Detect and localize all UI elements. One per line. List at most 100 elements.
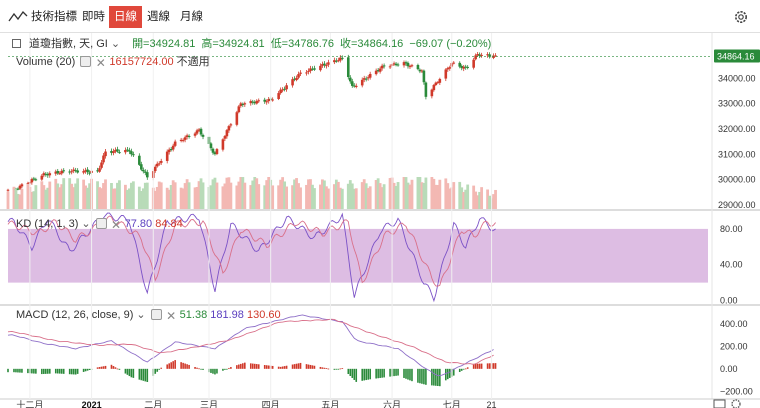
candle-body: [327, 62, 330, 65]
candle-body: [86, 169, 89, 173]
candle-body: [366, 77, 370, 79]
period-tab-weekly[interactable]: 週線: [147, 11, 170, 23]
x-tick-label: 六月: [383, 399, 401, 408]
chart-area[interactable]: 34864.16 34000.00 33000.00 32000.00 31000.00…: [0, 33, 760, 408]
macd-histogram-bar: [114, 367, 117, 369]
indicators-button[interactable]: 技術指標: [31, 11, 77, 23]
macd-histogram-bar: [194, 366, 196, 369]
macd-histogram-bar: [313, 365, 316, 369]
volume-bar: [472, 185, 476, 209]
candle-body: [305, 72, 308, 74]
macd-histogram-bar: [216, 368, 218, 374]
volume-bar: [96, 181, 99, 209]
kd-settings-icon[interactable]: [95, 218, 107, 229]
kd-chevron-icon[interactable]: ⌄: [81, 218, 91, 230]
chevron-down-icon[interactable]: ⌄: [110, 38, 121, 50]
macd-settings-icon[interactable]: [150, 309, 162, 320]
candle-body: [187, 135, 191, 137]
volume-ma-value: 不適用: [176, 56, 210, 68]
candle-body: [235, 112, 239, 125]
collapse-icon[interactable]: [12, 39, 21, 48]
volume-bar: [466, 184, 470, 209]
macd-histogram-bar: [68, 368, 71, 375]
macd-histogram-bar: [255, 364, 258, 369]
macd-close-icon[interactable]: ✕: [166, 309, 177, 323]
volume-bar: [173, 182, 177, 209]
chart-svg[interactable]: 34864.16 34000.00 33000.00 32000.00 31000.00…: [0, 33, 760, 408]
volume-settings-icon[interactable]: [80, 56, 92, 67]
macd-tick-label: 200.00: [720, 341, 748, 351]
candle-body: [378, 68, 382, 72]
kd-k-line: [7, 212, 496, 303]
settings-gear-icon[interactable]: [733, 9, 749, 25]
candle-body: [265, 101, 268, 103]
candle-body: [195, 130, 199, 134]
macd-histogram-bar: [291, 364, 294, 369]
macd-histogram-bar: [160, 367, 163, 369]
macd-histogram-bar: [476, 363, 479, 369]
macd-histogram-bar: [240, 363, 242, 369]
macd-histogram-bar: [88, 368, 91, 370]
macd-histogram-bar: [102, 366, 105, 369]
volume-bar: [209, 185, 213, 209]
macd-histogram-bar: [257, 364, 260, 369]
macd-chevron-icon[interactable]: ⌄: [136, 309, 146, 321]
x-tick-label: 二月: [144, 400, 162, 408]
volume-bar: [40, 181, 44, 209]
volume-bar: [251, 180, 255, 209]
macd-histogram-bar: [472, 363, 475, 369]
macd-histogram-bar: [309, 364, 312, 369]
candle-body: [352, 85, 356, 87]
volume-bar: [227, 177, 231, 209]
candle-body: [474, 55, 477, 60]
volume-bar: [56, 183, 60, 209]
volume-bar: [474, 191, 478, 209]
reset-scale-icon[interactable]: [713, 399, 726, 408]
volume-bar: [58, 187, 62, 209]
settings-gear-small-icon[interactable]: [731, 399, 741, 408]
candle-body: [159, 160, 163, 163]
indicator-icon[interactable]: [8, 10, 28, 24]
macd-histogram-bar: [202, 368, 204, 370]
macd-histogram-bar: [236, 365, 238, 369]
volume-bar: [295, 178, 298, 209]
macd-histogram-bar: [452, 368, 455, 376]
candle-body: [360, 79, 364, 86]
volume-bar: [185, 179, 189, 209]
volume-bar: [277, 185, 281, 209]
volume-bar: [193, 187, 197, 209]
macd-histogram-bar: [419, 368, 421, 384]
candle-body: [297, 74, 300, 78]
candle-body: [18, 185, 22, 189]
period-tab-realtime[interactable]: 即時: [82, 11, 105, 23]
macd-histogram-bar: [361, 368, 364, 381]
volume-bar: [323, 180, 326, 209]
candle-body: [436, 82, 440, 84]
volume-bar: [267, 177, 271, 209]
macd-histogram-bar: [56, 368, 59, 374]
volume-bar: [48, 181, 52, 209]
macd-histogram-bar: [319, 366, 322, 369]
symbol-label[interactable]: 道瓊指數, 天, GI: [29, 38, 108, 50]
volume-bar: [297, 183, 300, 209]
candle-body: [239, 103, 243, 106]
kd-d-line: [7, 215, 496, 287]
volume-close-icon[interactable]: ✕: [95, 56, 106, 70]
kd-k-value: 77.80: [124, 218, 153, 230]
x-tick-label: 七月: [443, 400, 461, 408]
volume-bar: [181, 188, 185, 209]
period-tab-daily[interactable]: 日線: [109, 6, 142, 28]
volume-bar: [291, 185, 294, 209]
period-tab-monthly[interactable]: 月線: [180, 11, 203, 23]
volume-bar: [486, 189, 489, 209]
kd-close-icon[interactable]: ✕: [111, 218, 122, 232]
candle-body: [140, 164, 143, 170]
macd-histogram-bar: [377, 368, 379, 379]
candle-body: [249, 101, 253, 104]
candle-body: [337, 60, 340, 62]
volume-bar: [299, 187, 302, 209]
macd-histogram-bar: [116, 368, 119, 370]
candle-body: [388, 66, 392, 68]
volume-bar: [305, 184, 308, 209]
candle-body: [494, 55, 497, 57]
